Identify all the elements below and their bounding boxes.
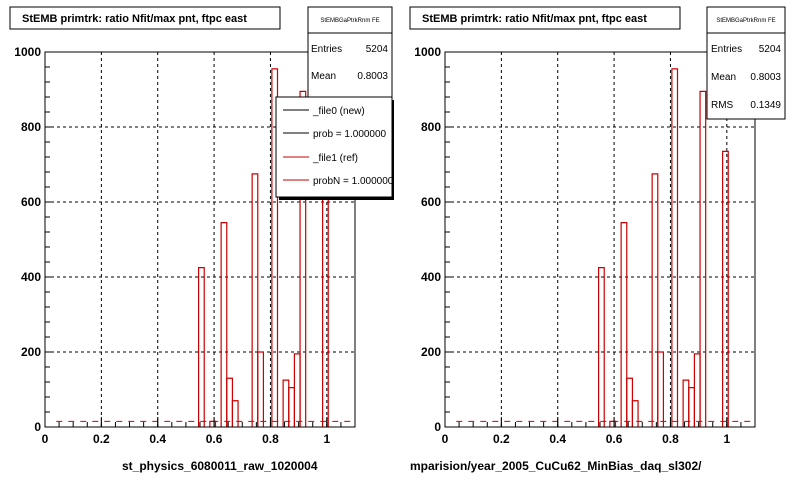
panel-1-stat-value: 5204 xyxy=(366,44,389,55)
histogram-bin xyxy=(721,150,729,427)
x-tick-label: 0.4 xyxy=(549,432,566,446)
histogram-bin xyxy=(220,222,228,427)
y-tick-label: 1000 xyxy=(14,45,41,59)
y-tick-label: 0 xyxy=(434,420,441,434)
histogram-bin xyxy=(231,400,239,427)
histogram-bin xyxy=(651,173,659,427)
panel-2-title: StEMB primtrk: ratio Nfit/max pnt, ftpc … xyxy=(422,13,647,25)
y-tick-label: 600 xyxy=(421,195,441,209)
x-tick-label: 0.4 xyxy=(149,432,166,446)
x-tick-label: 0.8 xyxy=(662,432,679,446)
histogram-bin xyxy=(620,222,628,427)
x-tick-label: 0.2 xyxy=(493,432,510,446)
legend-entry: _file0 (new) xyxy=(312,106,365,117)
legend-entry: _file1 (ref) xyxy=(312,153,358,164)
y-tick-label: 800 xyxy=(21,120,41,134)
panel-1-xlabel: st_physics_6080011_raw_1020004 xyxy=(122,459,318,473)
x-tick-label: 0.2 xyxy=(93,432,110,446)
histogram-bin xyxy=(257,351,265,427)
panel-1-title-box xyxy=(9,6,281,30)
y-tick-label: 200 xyxy=(421,345,441,359)
panel-1-title: StEMB primtrk: ratio Nfit/max pnt, ftpc … xyxy=(22,13,247,25)
y-tick-label: 400 xyxy=(21,270,41,284)
x-tick-label: 0 xyxy=(442,432,449,446)
histogram-bin xyxy=(597,267,605,427)
panel-2-axes: 0 0.2 0.4 0.6 0.8 1 0 200 400 600 800 1000 xyxy=(414,45,756,446)
y-tick-label: 1000 xyxy=(414,45,441,59)
panel-1-stats-name: StEMBGaPtrkRnm FE xyxy=(320,18,379,24)
histogram-bin xyxy=(197,267,205,427)
panel-2-stat-label: Mean xyxy=(711,72,736,83)
histogram-bin xyxy=(293,353,301,427)
x-tick-label: 1 xyxy=(323,432,330,446)
histogram-bin xyxy=(321,188,329,427)
legend-entry: probN = 1.000000 xyxy=(313,176,394,187)
y-tick-label: 200 xyxy=(21,345,41,359)
panel-1-stat-label: Entries xyxy=(311,44,342,55)
x-tick-label: 0.6 xyxy=(606,432,623,446)
histogram-bin xyxy=(682,379,690,427)
panel-1-legend: _file0 (new) prob = 1.000000 _file1 (ref… xyxy=(275,96,394,200)
panel-2-stat-label: Entries xyxy=(711,44,742,55)
histogram-bin xyxy=(693,353,701,427)
histogram-bin xyxy=(657,351,665,427)
y-tick-label: 600 xyxy=(21,195,41,209)
panel-2-xlabel: mparision/year_2005_CuCu62_MinBias_daq_s… xyxy=(410,459,702,473)
panel-1-histogram xyxy=(56,68,355,427)
panel-1-axes: 0 0.2 0.4 0.6 0.8 1 0 200 400 600 800 1000 xyxy=(14,45,356,446)
panel-1-stats-box xyxy=(307,6,393,107)
panel-2-stat-label: RMS xyxy=(711,100,734,111)
histogram-bin xyxy=(251,173,259,427)
legend-entry: prob = 1.000000 xyxy=(313,129,387,140)
x-tick-label: 0.6 xyxy=(206,432,223,446)
panel-2-stat-value: 5204 xyxy=(759,44,782,55)
histogram-bin xyxy=(699,90,707,427)
histogram-bin xyxy=(631,400,639,427)
panel-1-stat-label: Mean xyxy=(311,71,336,82)
panel-2-histogram xyxy=(456,68,755,427)
x-tick-label: 1 xyxy=(723,432,730,446)
x-tick-label: 0 xyxy=(42,432,49,446)
y-tick-label: 800 xyxy=(421,120,441,134)
histogram-bin xyxy=(626,377,634,427)
histogram-bin xyxy=(226,377,234,427)
panel-1: StEMB primtrk: ratio Nfit/max pnt, ftpc … xyxy=(9,6,394,473)
panel-2-stat-value: 0.8003 xyxy=(750,72,781,83)
histogram-bin xyxy=(282,379,290,427)
histogram-bin xyxy=(209,420,217,427)
histogram-bin xyxy=(671,68,679,427)
histogram-bin xyxy=(609,420,617,427)
panel-2-stats-box xyxy=(706,6,786,120)
panel-2-grid xyxy=(445,52,755,427)
panel-1-stat-value: 0.8003 xyxy=(357,71,388,82)
panel-2-stat-value: 0.1349 xyxy=(750,100,781,111)
histogram-bin xyxy=(271,68,279,427)
y-tick-label: 400 xyxy=(421,270,441,284)
y-tick-label: 0 xyxy=(34,420,41,434)
panel-2-stats-name: StEMBGaPtrkRnm FE xyxy=(716,18,775,24)
histogram-bin xyxy=(299,90,307,427)
panel-2: StEMB primtrk: ratio Nfit/max pnt, ftpc … xyxy=(409,6,786,473)
x-tick-label: 0.8 xyxy=(262,432,279,446)
panel-2-title-box xyxy=(409,6,681,30)
